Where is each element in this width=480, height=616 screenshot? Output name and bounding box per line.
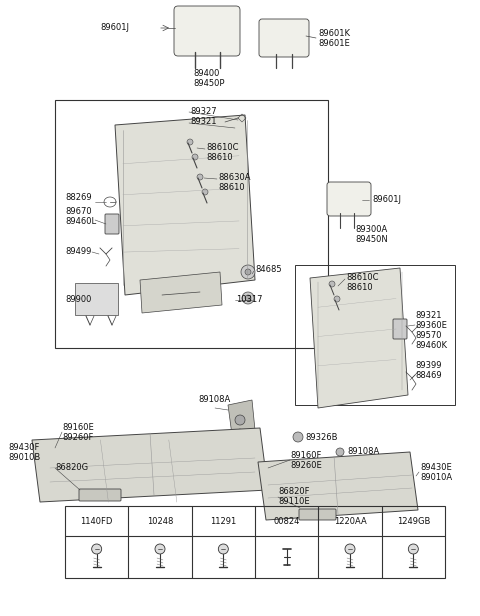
Text: 1249GB: 1249GB [396, 516, 430, 525]
Bar [55, 100, 328, 348]
FancyBboxPatch shape [79, 489, 121, 501]
FancyBboxPatch shape [259, 19, 309, 57]
Polygon shape [310, 268, 408, 408]
Text: 11291: 11291 [210, 516, 237, 525]
Polygon shape [228, 400, 255, 435]
Text: 89670: 89670 [65, 208, 92, 216]
FancyBboxPatch shape [174, 6, 240, 56]
Text: 89601J: 89601J [100, 23, 129, 33]
Text: 89450N: 89450N [355, 235, 388, 245]
Text: 89010B: 89010B [8, 453, 40, 461]
Circle shape [197, 174, 203, 180]
Text: 89399: 89399 [415, 360, 442, 370]
Bar [295, 265, 455, 405]
Circle shape [202, 189, 208, 195]
Polygon shape [115, 115, 255, 295]
Bar [65, 506, 445, 578]
Circle shape [336, 448, 344, 456]
Text: 89327: 89327 [190, 108, 216, 116]
Text: 89108A: 89108A [347, 447, 379, 456]
Text: 10248: 10248 [147, 516, 173, 525]
Text: 88630A: 88630A [218, 174, 251, 182]
Text: 86820G: 86820G [55, 463, 88, 472]
Text: 89160F: 89160F [290, 450, 322, 460]
FancyBboxPatch shape [393, 319, 407, 339]
Circle shape [218, 544, 228, 554]
Text: 88610C: 88610C [346, 274, 379, 283]
Circle shape [155, 544, 165, 554]
FancyBboxPatch shape [299, 509, 336, 520]
Text: 89110E: 89110E [278, 498, 310, 506]
Circle shape [329, 281, 335, 287]
Circle shape [242, 292, 254, 304]
Circle shape [245, 295, 251, 301]
Text: 88610: 88610 [206, 153, 233, 163]
Text: 88469: 88469 [415, 370, 442, 379]
Text: 89601K: 89601K [318, 30, 350, 38]
FancyBboxPatch shape [327, 182, 371, 216]
Text: 89260E: 89260E [290, 461, 322, 469]
Text: 89900: 89900 [65, 296, 91, 304]
Text: 1220AA: 1220AA [334, 516, 366, 525]
Polygon shape [258, 452, 418, 520]
Circle shape [187, 139, 193, 145]
Circle shape [192, 154, 198, 160]
Text: 89260F: 89260F [62, 432, 94, 442]
Text: 89010A: 89010A [420, 474, 452, 482]
Text: 89108A: 89108A [198, 395, 230, 405]
Text: 88610: 88610 [346, 283, 372, 293]
Text: 89321: 89321 [415, 310, 442, 320]
Text: 89601E: 89601E [318, 39, 350, 49]
Circle shape [241, 265, 255, 279]
Circle shape [293, 432, 303, 442]
Text: 89460K: 89460K [415, 341, 447, 349]
Text: 10317: 10317 [236, 296, 263, 304]
Text: 89601J: 89601J [372, 195, 401, 205]
Text: 84685: 84685 [255, 265, 282, 275]
Bar [75, 283, 118, 315]
Text: 89430E: 89430E [420, 463, 452, 472]
Text: 86820F: 86820F [278, 487, 310, 496]
Text: 89460L: 89460L [65, 217, 96, 227]
FancyBboxPatch shape [105, 214, 119, 234]
Polygon shape [32, 428, 268, 502]
Circle shape [345, 544, 355, 554]
Circle shape [245, 269, 251, 275]
Text: 88610: 88610 [218, 184, 245, 192]
Text: 1140FD: 1140FD [81, 516, 113, 525]
Circle shape [92, 544, 102, 554]
Text: 89570: 89570 [415, 331, 442, 339]
Text: 88269: 88269 [65, 192, 92, 201]
Circle shape [237, 429, 243, 435]
Text: 88610C: 88610C [206, 144, 239, 153]
Text: 89300A: 89300A [355, 225, 387, 235]
Text: 89400: 89400 [193, 70, 219, 78]
Text: 89450P: 89450P [193, 78, 225, 87]
Text: 89321: 89321 [190, 118, 216, 126]
Circle shape [235, 415, 245, 425]
Text: 00824: 00824 [274, 516, 300, 525]
Circle shape [334, 296, 340, 302]
Circle shape [408, 544, 419, 554]
Text: 89326B: 89326B [305, 432, 337, 442]
Text: 89430F: 89430F [8, 442, 39, 452]
Text: 89160E: 89160E [62, 423, 94, 431]
Text: 89360E: 89360E [415, 320, 447, 330]
Polygon shape [140, 272, 222, 313]
Text: 89499: 89499 [65, 248, 91, 256]
